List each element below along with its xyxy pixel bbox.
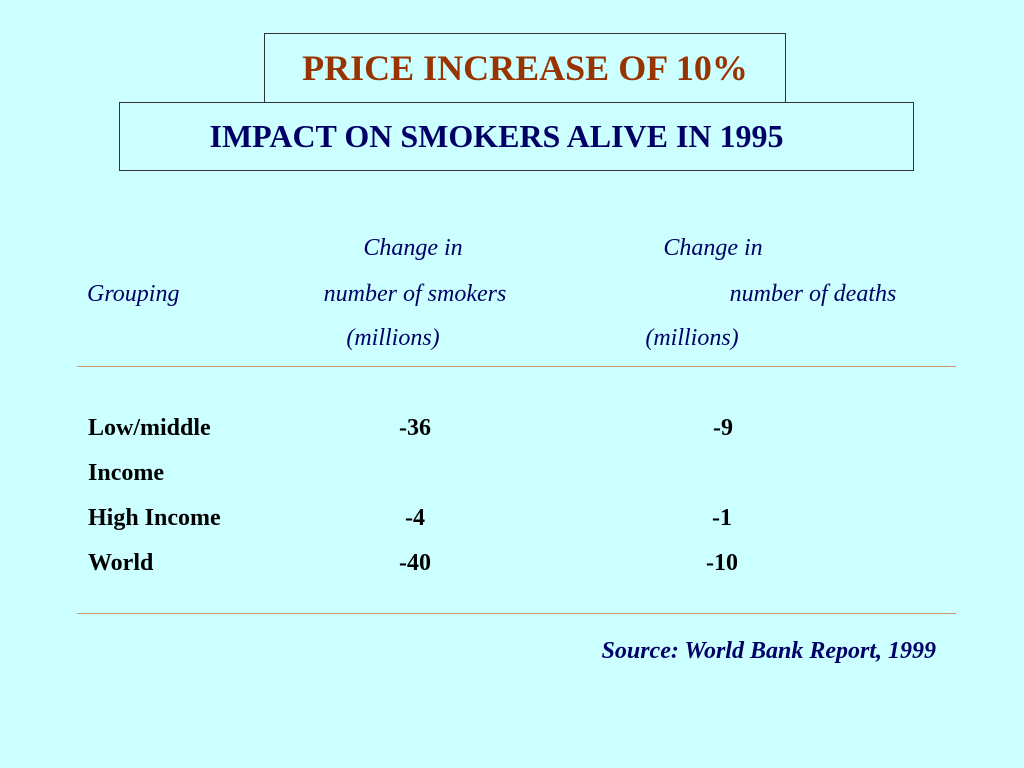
- source-note: Source: World Bank Report, 1999: [601, 638, 937, 664]
- row-label-high-income: High Income: [88, 505, 221, 531]
- header-deaths-line2: number of deaths: [729, 281, 897, 307]
- subtitle-box: IMPACT ON SMOKERS ALIVE IN 1995: [119, 102, 914, 171]
- row-label-low-middle: Low/middle: [88, 415, 211, 441]
- header-smokers-line1: Change in: [363, 235, 463, 261]
- header-divider: [77, 366, 956, 367]
- cell-smokers-low-middle: -36: [399, 415, 431, 441]
- header-smokers-line3: (millions): [346, 325, 440, 351]
- row-label-low-middle-line2: Income: [88, 460, 164, 486]
- slide-subtitle: IMPACT ON SMOKERS ALIVE IN 1995: [209, 118, 784, 154]
- cell-deaths-world: -10: [706, 550, 738, 576]
- header-smokers-line2: number of smokers: [323, 281, 507, 307]
- slide-title: PRICE INCREASE OF 10%: [302, 48, 748, 88]
- header-deaths-line1: Change in: [663, 235, 763, 261]
- row-label-world: World: [88, 550, 154, 576]
- footer-divider: [77, 613, 956, 614]
- cell-smokers-high-income: -4: [405, 505, 425, 531]
- cell-deaths-high-income: -1: [712, 505, 732, 531]
- header-grouping: Grouping: [87, 281, 180, 307]
- title-box: PRICE INCREASE OF 10%: [264, 33, 786, 103]
- cell-deaths-low-middle: -9: [713, 415, 733, 441]
- header-deaths-line3: (millions): [645, 325, 739, 351]
- cell-smokers-world: -40: [399, 550, 431, 576]
